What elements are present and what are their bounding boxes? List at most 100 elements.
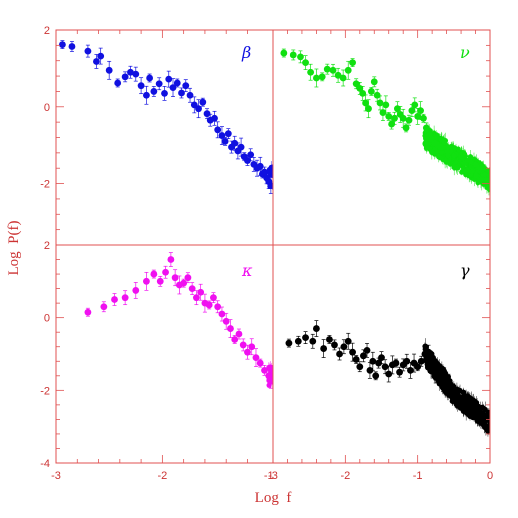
data-point xyxy=(372,371,380,381)
panel-label-kappa: κ xyxy=(241,261,253,280)
data-point xyxy=(127,65,134,79)
data-point xyxy=(379,104,387,121)
data-point xyxy=(184,272,192,284)
data-point xyxy=(167,252,175,267)
data-point xyxy=(162,265,169,279)
data-point xyxy=(227,319,234,338)
data-point xyxy=(156,275,164,287)
data-point xyxy=(378,351,385,364)
data-point xyxy=(261,365,268,376)
data-point xyxy=(331,339,338,351)
data-point xyxy=(205,300,213,310)
data-point xyxy=(221,136,229,146)
data-point xyxy=(267,373,273,389)
x-axis-title: Log f xyxy=(255,490,292,506)
data-point xyxy=(318,72,326,82)
data-point xyxy=(155,77,163,91)
data-point xyxy=(309,333,317,349)
data-point xyxy=(370,76,378,88)
data-point xyxy=(146,73,154,83)
data-point xyxy=(280,48,288,58)
data-point xyxy=(93,54,100,69)
data-point xyxy=(396,366,403,378)
data-point xyxy=(294,335,302,347)
data-point xyxy=(329,63,337,77)
data-point xyxy=(68,41,76,52)
panel-label-beta: β xyxy=(241,43,251,62)
data-point xyxy=(373,88,381,102)
data-point xyxy=(248,338,256,356)
panel-bottom-right xyxy=(285,320,490,437)
data-point xyxy=(161,85,168,101)
data-point xyxy=(402,123,410,133)
data-point xyxy=(252,348,260,367)
data-point xyxy=(114,78,122,88)
tick-label: 2 xyxy=(44,240,50,252)
data-point xyxy=(214,121,222,139)
tick-label: 0 xyxy=(487,470,493,482)
data-point xyxy=(385,112,393,121)
data-point xyxy=(143,271,150,291)
data-point xyxy=(105,60,113,80)
data-point xyxy=(388,118,396,130)
tick-label: -2 xyxy=(40,385,50,397)
data-point xyxy=(425,344,432,360)
data-point xyxy=(256,358,264,368)
data-point xyxy=(344,332,352,350)
data-point xyxy=(182,79,190,93)
panel-top-left xyxy=(58,40,273,194)
tick-label: -4 xyxy=(40,458,50,470)
data-point xyxy=(100,301,108,313)
tick-label: -3 xyxy=(268,470,278,482)
data-point xyxy=(137,77,145,95)
data-point xyxy=(195,99,202,119)
data-point xyxy=(392,358,400,368)
data-point xyxy=(349,342,356,362)
data-point xyxy=(222,312,230,330)
tick-label: 0 xyxy=(44,102,50,114)
data-point xyxy=(111,293,118,306)
data-point xyxy=(173,78,181,88)
tick-label: -3 xyxy=(51,470,61,482)
data-point xyxy=(84,307,92,317)
data-point xyxy=(349,58,356,67)
data-point xyxy=(121,290,129,306)
data-point xyxy=(289,49,297,61)
panel-label-nu: ν xyxy=(460,43,470,62)
tick-labels: -3 -2 -1 -2 -1 0 -3 2 0 -2 2 0 -2 -4 xyxy=(40,25,493,482)
data-point xyxy=(199,97,207,107)
data-point xyxy=(344,60,352,80)
data-point xyxy=(186,87,194,103)
data-point xyxy=(193,290,200,306)
data-point xyxy=(224,128,232,140)
data-point xyxy=(165,70,173,88)
data-point xyxy=(218,306,226,322)
panel-bottom-left xyxy=(84,252,273,389)
tick-label: 0 xyxy=(44,313,50,325)
data-point xyxy=(97,47,105,65)
data-point xyxy=(356,361,364,373)
panel-top-right xyxy=(280,48,490,196)
data-point xyxy=(437,142,445,152)
data-point xyxy=(169,78,177,97)
data-point xyxy=(313,320,320,337)
data-point xyxy=(385,365,393,383)
data-point xyxy=(414,362,422,372)
data-point xyxy=(320,339,328,358)
dense-point-band xyxy=(266,159,273,190)
data-point xyxy=(403,353,411,369)
data-point xyxy=(420,113,427,123)
data-point xyxy=(363,343,371,358)
data-point xyxy=(339,69,347,87)
data-point xyxy=(297,50,304,64)
data-point xyxy=(365,99,372,119)
data-point xyxy=(391,111,398,125)
data-point xyxy=(150,269,158,279)
dense-point-band xyxy=(422,123,490,196)
data-point xyxy=(369,351,377,371)
data-point xyxy=(235,328,243,340)
data-point xyxy=(239,338,247,352)
data-point xyxy=(435,376,443,386)
data-point xyxy=(150,86,158,97)
